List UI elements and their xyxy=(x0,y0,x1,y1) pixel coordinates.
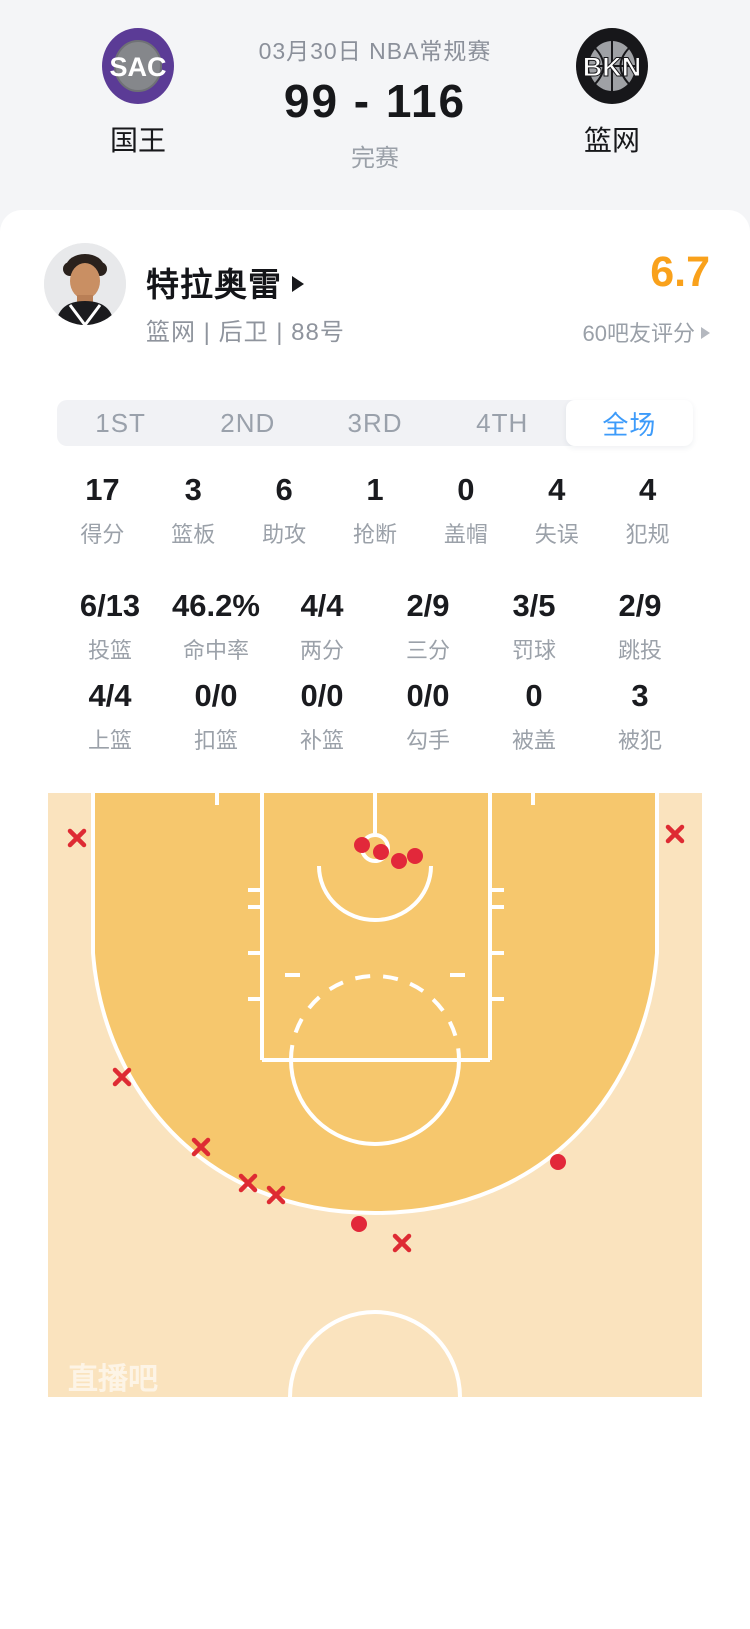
stat-hook: 0/0 勾手 xyxy=(405,678,450,753)
chevron-right-icon xyxy=(292,275,304,292)
stat-dunk: 0/0 扣篮 xyxy=(193,678,238,753)
home-team-logo: SAC xyxy=(102,28,174,104)
restricted-arc xyxy=(317,865,433,922)
tab-1st[interactable]: 1ST xyxy=(95,407,146,438)
missed-shot-marker xyxy=(238,1173,258,1193)
home-team: SAC 国王 xyxy=(58,26,218,159)
tab-full-game[interactable]: 全场 xyxy=(565,400,694,446)
ft-circle-top xyxy=(289,974,461,1061)
stat-fg-pct: 46.2% 命中率 xyxy=(172,588,260,663)
stat-turnovers: 4 失误 xyxy=(534,472,579,547)
made-shot-marker xyxy=(550,1154,566,1170)
player-avatar xyxy=(44,243,126,325)
match-score: 99 - 116 xyxy=(283,75,467,127)
shot-markers xyxy=(67,824,685,1253)
stat-fouled: 3 被犯 xyxy=(617,678,662,753)
away-team-abbr: BKN xyxy=(583,52,642,82)
made-shot-marker xyxy=(391,853,407,869)
stat-assists: 6 助攻 xyxy=(262,472,307,547)
stat-blocked: 0 被盖 xyxy=(511,678,556,753)
home-team-name: 国王 xyxy=(109,125,166,156)
player-rating: 6.7 xyxy=(650,248,710,296)
match-status: 完赛 xyxy=(351,145,399,172)
court-watermark: 直播吧 xyxy=(68,1363,158,1396)
stat-putback: 0/0 补篮 xyxy=(299,678,344,753)
missed-shot-marker xyxy=(67,828,87,848)
stat-fouls: 4 犯规 xyxy=(625,472,670,547)
home-team-abbr: SAC xyxy=(109,52,166,82)
made-shot-marker xyxy=(373,844,389,860)
away-team-name: 篮网 xyxy=(583,125,640,156)
made-shot-marker xyxy=(407,848,423,864)
stats-row-shot-types: 4/4 上篮 0/0 扣篮 0/0 补篮 0/0 勾手 0 被盖 3 被犯 xyxy=(57,678,693,755)
stats-row-shooting: 6/13 投篮 46.2% 命中率 4/4 两分 2/9 三分 3/5 罚球 2… xyxy=(57,588,693,665)
stat-2pt: 4/4 两分 xyxy=(299,588,344,663)
shot-chart-court: 直播吧 xyxy=(48,793,702,1397)
player-name-row[interactable]: 特拉奥雷 xyxy=(146,258,304,306)
tab-2nd[interactable]: 2ND xyxy=(220,407,276,438)
stat-ft: 3/5 罚球 xyxy=(511,588,556,663)
tab-3rd[interactable]: 3RD xyxy=(347,407,403,438)
ft-circle-bottom xyxy=(289,1059,461,1146)
stat-layup: 4/4 上篮 xyxy=(87,678,132,753)
stat-blocks: 0 盖帽 xyxy=(443,472,488,547)
tab-4th[interactable]: 4TH xyxy=(476,407,529,438)
player-info: 篮网 | 后卫 | 88号 xyxy=(146,319,345,346)
quarter-tabbar: 1ST 2ND 3RD 4TH 全场 xyxy=(57,400,694,446)
made-shot-marker xyxy=(354,837,370,853)
scoreboard: 03月30日 NBA常规赛 99 - 116 完赛 SAC 国王 BKN 篮网 xyxy=(0,0,750,232)
three-point-line xyxy=(91,793,659,1216)
stat-jumpshot: 2/9 跳投 xyxy=(617,588,662,663)
lane-lines xyxy=(260,793,492,1062)
missed-shot-marker xyxy=(112,1067,132,1087)
half-court-circle xyxy=(288,1310,462,1397)
made-shot-marker xyxy=(351,1216,367,1232)
rating-source-label: 60吧友评分 xyxy=(582,321,695,346)
away-team: BKN 篮网 xyxy=(532,26,692,159)
missed-shot-marker xyxy=(266,1185,286,1205)
footer: 8 直播吧 扫描二维码 查看更多体育赛事及资讯 xyxy=(0,1397,750,1629)
player-name: 特拉奥雷 xyxy=(146,266,282,303)
missed-shot-marker xyxy=(665,824,685,844)
stat-3pt: 2/9 三分 xyxy=(405,588,450,663)
stat-steals: 1 抢断 xyxy=(353,472,398,547)
stat-points: 17 得分 xyxy=(80,472,125,547)
missed-shot-marker xyxy=(191,1137,211,1157)
missed-shot-marker xyxy=(392,1233,412,1253)
stat-fg: 6/13 投篮 xyxy=(79,588,141,663)
stats-row-basic: 17 得分 3 篮板 6 助攻 1 抢断 0 盖帽 4 失误 4 犯规 xyxy=(57,472,693,549)
stat-rebounds: 3 篮板 xyxy=(171,472,216,547)
away-team-logo: BKN xyxy=(576,28,648,104)
match-date: 03月30日 NBA常规赛 xyxy=(258,38,492,64)
chevron-right-icon xyxy=(701,327,710,339)
rating-source[interactable]: 60吧友评分 xyxy=(583,316,710,348)
